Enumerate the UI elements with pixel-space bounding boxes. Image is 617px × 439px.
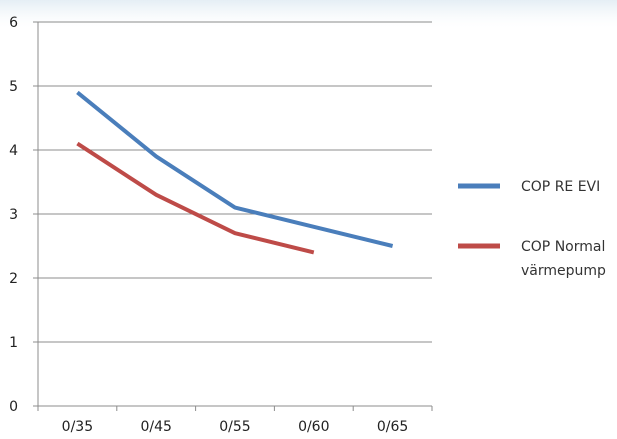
background-wash [0, 0, 617, 120]
series-line-1 [76, 141, 315, 255]
legend-label: COP RE EVI [521, 179, 600, 195]
y-tick-label: 5 [9, 79, 18, 95]
x-tick-label: 0/35 [62, 419, 93, 435]
x-tick-label: 0/65 [377, 419, 408, 435]
x-tick-label: 0/45 [140, 419, 171, 435]
y-tick-label: 4 [9, 143, 18, 159]
y-tick-label: 1 [9, 335, 18, 351]
legend: COP RE EVI COP Normal värmepump [458, 179, 606, 279]
y-tick-label: 2 [9, 271, 18, 287]
axes: 0 1 2 3 4 5 6 0/35 0/45 0/55 0/60 0/65 [9, 15, 433, 435]
legend-label: COP Normal [521, 239, 605, 255]
y-tick-label: 0 [9, 399, 18, 415]
y-tick-label: 6 [9, 15, 18, 31]
legend-label: värmepump [521, 263, 606, 279]
series-line-0 [76, 90, 394, 248]
x-tick-label: 0/55 [219, 419, 250, 435]
series-lines [76, 90, 394, 255]
y-tick-label: 3 [9, 207, 18, 223]
gridlines [38, 21, 432, 343]
x-tick-label: 0/60 [298, 419, 329, 435]
